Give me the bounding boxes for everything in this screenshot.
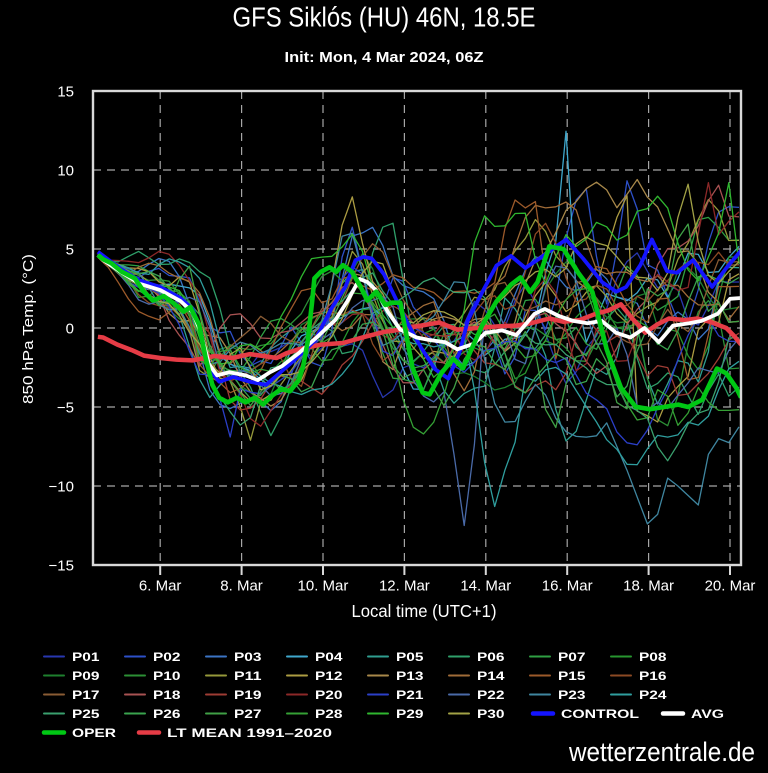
svg-text:P04: P04 bbox=[315, 650, 343, 664]
svg-text:10: 10 bbox=[57, 163, 74, 180]
svg-text:P24: P24 bbox=[639, 688, 667, 702]
svg-text:P14: P14 bbox=[477, 669, 505, 683]
svg-text:P23: P23 bbox=[558, 688, 586, 702]
svg-text:P29: P29 bbox=[396, 707, 424, 721]
svg-text:P20: P20 bbox=[315, 688, 343, 702]
svg-text:P30: P30 bbox=[477, 707, 505, 721]
svg-text:15: 15 bbox=[57, 84, 74, 101]
svg-text:P21: P21 bbox=[396, 688, 424, 702]
svg-text:12. Mar: 12. Mar bbox=[379, 578, 430, 595]
svg-text:10. Mar: 10. Mar bbox=[298, 578, 349, 595]
svg-text:LT MEAN 1991–2020: LT MEAN 1991–2020 bbox=[167, 726, 332, 740]
svg-text:P28: P28 bbox=[315, 707, 343, 721]
svg-text:P05: P05 bbox=[396, 650, 424, 664]
svg-text:OPER: OPER bbox=[72, 726, 116, 740]
svg-text:Local time (UTC+1): Local time (UTC+1) bbox=[352, 601, 497, 621]
svg-text:P27: P27 bbox=[234, 707, 262, 721]
svg-text:−10: −10 bbox=[49, 479, 74, 496]
svg-text:P26: P26 bbox=[153, 707, 181, 721]
svg-text:5: 5 bbox=[66, 242, 74, 259]
svg-text:P08: P08 bbox=[639, 650, 667, 664]
svg-text:P12: P12 bbox=[315, 669, 343, 683]
svg-text:16. Mar: 16. Mar bbox=[542, 578, 593, 595]
svg-text:GFS Siklós (HU) 46N, 18.5E: GFS Siklós (HU) 46N, 18.5E bbox=[233, 2, 536, 33]
svg-text:P17: P17 bbox=[72, 688, 100, 702]
svg-text:8. Mar: 8. Mar bbox=[220, 578, 263, 595]
svg-text:14. Mar: 14. Mar bbox=[460, 578, 511, 595]
svg-text:P03: P03 bbox=[234, 650, 262, 664]
svg-text:P09: P09 bbox=[72, 669, 100, 683]
svg-text:P07: P07 bbox=[558, 650, 586, 664]
svg-text:850 hPa Temp. (°C): 850 hPa Temp. (°C) bbox=[21, 254, 37, 404]
svg-text:P11: P11 bbox=[234, 669, 262, 683]
svg-text:0: 0 bbox=[66, 321, 74, 338]
svg-text:P13: P13 bbox=[396, 669, 424, 683]
svg-text:−15: −15 bbox=[49, 558, 74, 575]
svg-text:−5: −5 bbox=[57, 400, 74, 417]
svg-text:6. Mar: 6. Mar bbox=[139, 578, 182, 595]
svg-text:AVG: AVG bbox=[691, 707, 724, 721]
svg-text:P16: P16 bbox=[639, 669, 667, 683]
svg-text:20. Mar: 20. Mar bbox=[705, 578, 756, 595]
svg-text:P22: P22 bbox=[477, 688, 505, 702]
svg-text:P06: P06 bbox=[477, 650, 505, 664]
svg-text:P10: P10 bbox=[153, 669, 181, 683]
svg-text:P25: P25 bbox=[72, 707, 100, 721]
svg-text:wetterzentrale.de: wetterzentrale.de bbox=[568, 737, 755, 767]
svg-text:P02: P02 bbox=[153, 650, 181, 664]
svg-text:P19: P19 bbox=[234, 688, 262, 702]
svg-text:P18: P18 bbox=[153, 688, 181, 702]
svg-text:Init: Mon, 4 Mar 2024, 06Z: Init: Mon, 4 Mar 2024, 06Z bbox=[285, 49, 484, 66]
svg-text:P01: P01 bbox=[72, 650, 100, 664]
svg-text:P15: P15 bbox=[558, 669, 586, 683]
svg-text:18. Mar: 18. Mar bbox=[623, 578, 674, 595]
svg-text:CONTROL: CONTROL bbox=[561, 707, 639, 721]
